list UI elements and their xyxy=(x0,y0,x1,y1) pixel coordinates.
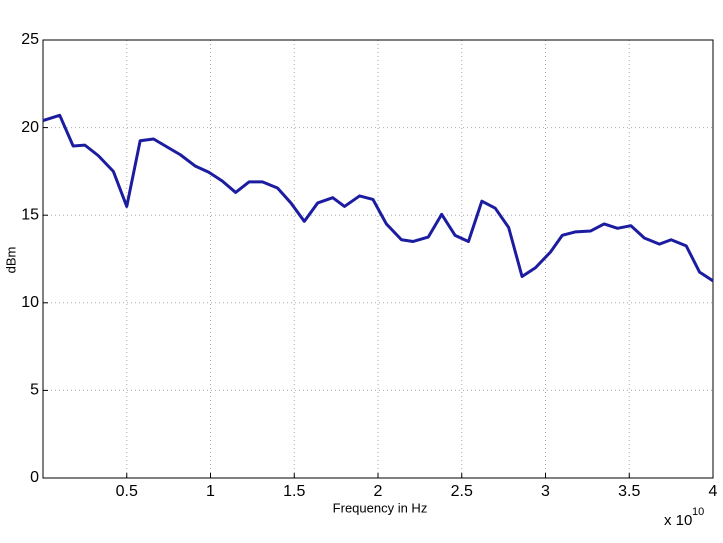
x-tick-label: 1.5 xyxy=(283,483,305,500)
x-tick-label: 3.5 xyxy=(618,483,640,500)
x-tick-label: 2 xyxy=(374,483,383,500)
plot-frame xyxy=(42,39,714,479)
y-tick-label: 10 xyxy=(21,294,39,311)
x-tick-label: 0.5 xyxy=(116,483,138,500)
y-axis-label: dBm xyxy=(3,247,18,274)
y-tick-label: 20 xyxy=(21,119,39,136)
x-tick-label: 3 xyxy=(541,483,550,500)
x-axis-label: Frequency in Hz xyxy=(333,500,428,515)
x-tick-label: 4 xyxy=(709,483,718,500)
x-tick-label: 1 xyxy=(206,483,215,500)
y-tick-label: 15 xyxy=(21,206,39,223)
data-line xyxy=(42,113,714,283)
x-exponent-power: 10 xyxy=(692,506,704,518)
y-tick-label: 25 xyxy=(21,31,39,48)
y-tick-label: 0 xyxy=(30,469,39,486)
x-exponent-base: x 10 xyxy=(664,512,692,529)
y-tick-label: 5 xyxy=(30,382,39,399)
x-tick-label: 2.5 xyxy=(451,483,473,500)
